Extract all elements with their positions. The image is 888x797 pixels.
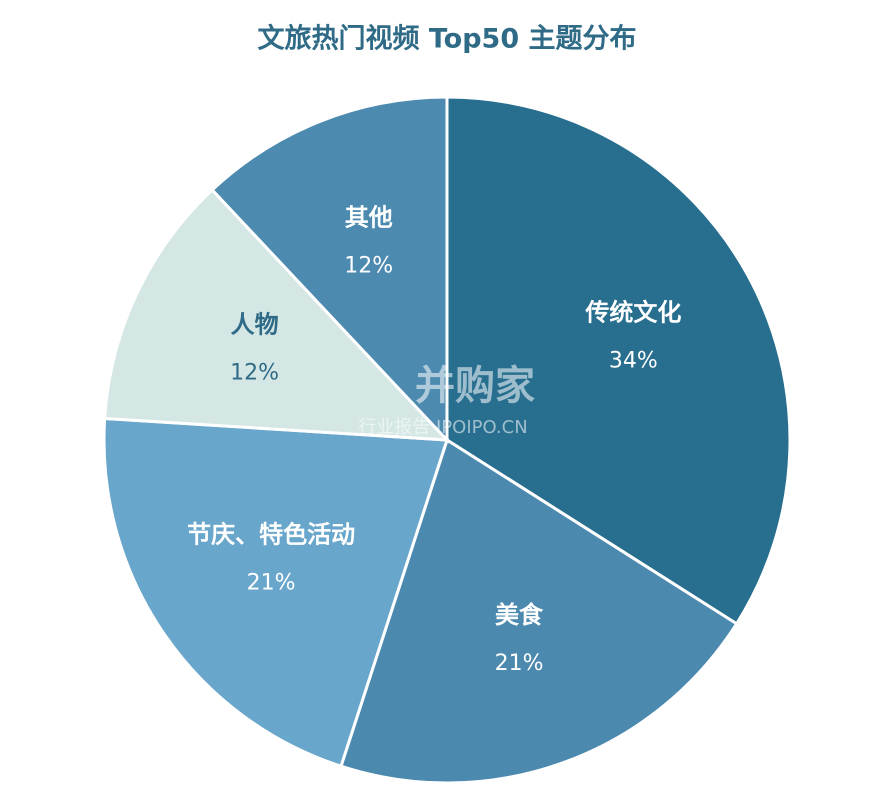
- value-label: 12%: [230, 360, 279, 385]
- value-label: 21%: [495, 651, 544, 676]
- pie-slice: [103, 187, 451, 442]
- value-label: 21%: [247, 571, 296, 596]
- chart-title: 文旅热门视频 Top50 主题分布: [257, 23, 636, 55]
- slice-label: 其他: [345, 203, 393, 231]
- slice-label: 美食: [495, 601, 544, 629]
- pie-slice: [339, 437, 739, 785]
- pie-slice: [210, 95, 449, 444]
- pie-slice: [102, 416, 450, 769]
- watermark: 行业报告 IPOIPO.CN: [358, 417, 527, 438]
- value-label: 34%: [609, 349, 658, 374]
- watermark: 并购家: [415, 363, 535, 409]
- pie-slice: [445, 95, 792, 626]
- value-label: 12%: [344, 253, 393, 278]
- slice-label: 节庆、特色活动: [187, 521, 355, 549]
- slice-label: 人物: [231, 310, 279, 338]
- slice-label: 传统文化: [584, 299, 681, 327]
